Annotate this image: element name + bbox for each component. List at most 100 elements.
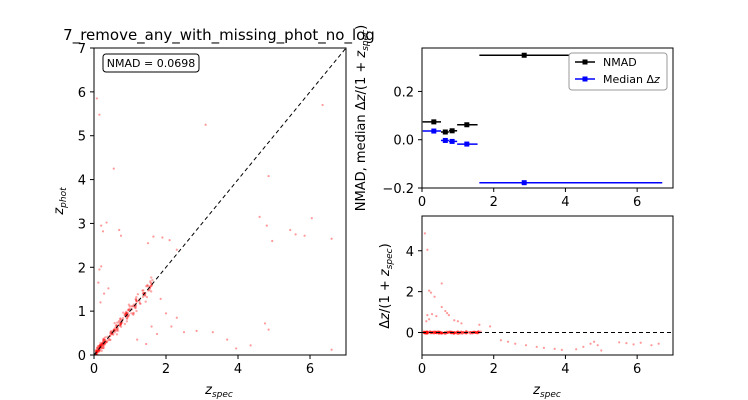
scatter-point xyxy=(265,224,268,227)
residual-point xyxy=(506,340,510,343)
scatter-point xyxy=(98,344,102,347)
scatter-point xyxy=(123,322,127,326)
scatter-point xyxy=(102,339,105,342)
residual-point xyxy=(461,332,464,336)
residual-point xyxy=(455,332,459,335)
scatter-point xyxy=(164,312,168,315)
scatter-point xyxy=(118,321,121,325)
scatter-point xyxy=(96,346,99,349)
residual-point xyxy=(426,332,429,335)
one-to-one-line xyxy=(93,47,347,356)
scatter-point xyxy=(263,322,267,325)
residual-point xyxy=(474,331,477,334)
residual-point xyxy=(524,344,528,347)
scatter-point xyxy=(104,336,107,339)
scatter-point xyxy=(105,221,108,224)
x-tick-label: 0 xyxy=(418,362,426,377)
scatter-point xyxy=(128,305,131,308)
residual-point xyxy=(478,323,481,326)
x-tick-label: 2 xyxy=(162,362,170,377)
residual-point xyxy=(469,332,472,335)
residual-point xyxy=(440,331,444,334)
residual-point xyxy=(428,289,431,292)
scatter-point xyxy=(102,292,106,295)
residual-point xyxy=(535,345,538,348)
residual-point xyxy=(426,330,429,333)
residual-point xyxy=(467,331,470,334)
scatter-point xyxy=(98,268,101,271)
legend-nmad-label: NMAD xyxy=(603,56,637,69)
residual-x-ticks: 0 2 4 6 xyxy=(418,355,641,377)
scatter-point xyxy=(103,339,106,342)
residual-point xyxy=(474,331,477,334)
residual-point xyxy=(426,331,429,334)
scatter-point xyxy=(112,167,115,170)
residual-point xyxy=(468,331,472,334)
binned-legend: NMAD Median Δz xyxy=(568,52,668,91)
residual-point xyxy=(456,320,459,323)
scatter-point xyxy=(115,328,118,331)
y-tick-label: 0.0 xyxy=(393,134,414,149)
residual-point xyxy=(465,330,468,333)
legend-nmad-marker xyxy=(582,59,588,65)
scatter-point xyxy=(130,312,133,315)
scatter-point xyxy=(310,217,313,220)
scatter-point xyxy=(124,311,128,314)
residual-frame xyxy=(421,215,674,356)
residual-point xyxy=(475,330,478,334)
scatter-point xyxy=(97,349,101,352)
scatter-point xyxy=(204,123,207,126)
errorbar-marker xyxy=(464,122,470,128)
scatter-point xyxy=(146,283,149,287)
scatter-point xyxy=(96,349,99,352)
residual-point xyxy=(426,332,429,335)
residual-point xyxy=(430,313,434,316)
scatter-point xyxy=(149,290,153,293)
scatter-point xyxy=(118,324,121,327)
scatter-point xyxy=(97,350,100,353)
x-tick-label: 6 xyxy=(633,195,641,210)
scatter-point xyxy=(99,301,102,304)
scatter-point xyxy=(235,347,238,350)
residual-point xyxy=(426,331,429,335)
scatter-point xyxy=(134,297,137,301)
y-tick-label: 0 xyxy=(406,327,414,342)
x-tick-label: 4 xyxy=(561,195,569,210)
residual-point xyxy=(625,342,628,345)
scatter-point xyxy=(321,103,324,107)
scatter-point xyxy=(267,174,270,178)
scatter-point xyxy=(135,296,138,299)
errorbar-marker xyxy=(442,129,448,135)
residual-point xyxy=(440,332,443,335)
scatter-point xyxy=(132,312,135,315)
scatter-point xyxy=(94,350,98,353)
errorbar-marker xyxy=(521,52,527,58)
residual-point xyxy=(440,332,443,335)
scatter-point xyxy=(102,338,105,341)
scatter-point xyxy=(134,306,137,310)
scatter-point xyxy=(144,300,147,303)
residual-point xyxy=(452,331,456,334)
residual-point xyxy=(432,330,436,333)
scatter-point xyxy=(126,315,130,318)
residual-point xyxy=(455,331,458,334)
residual-point xyxy=(433,295,436,298)
scatter-point xyxy=(102,337,105,340)
scatter-point xyxy=(303,234,306,237)
scatter-point xyxy=(134,306,137,309)
residual-point xyxy=(454,331,457,334)
scatter-point xyxy=(100,346,104,350)
scatter-point xyxy=(145,284,148,288)
scatter-point xyxy=(98,344,101,348)
scatter-point xyxy=(152,235,155,238)
scatter-point xyxy=(135,300,138,303)
main-title: 7_remove_any_with_missing_phot_no_log xyxy=(63,26,375,45)
main-plot-area xyxy=(93,47,347,356)
residual-point xyxy=(429,291,433,294)
binned-frame xyxy=(421,47,674,189)
residual-point xyxy=(445,331,449,334)
scatter-point xyxy=(118,228,121,232)
scatter-point xyxy=(150,276,153,279)
scatter-point xyxy=(161,236,164,239)
